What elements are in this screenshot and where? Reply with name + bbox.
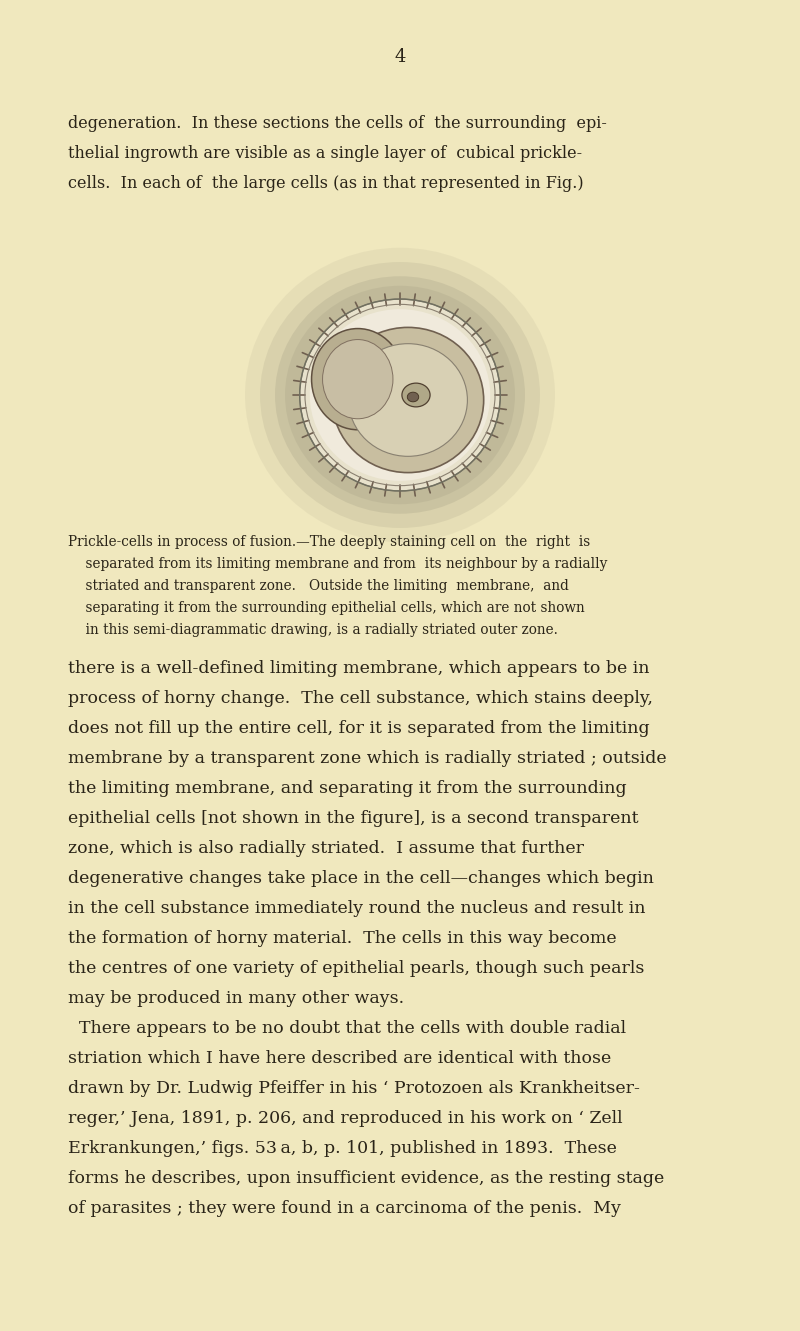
Text: epithelial cells [not shown in the figure], is a second transparent: epithelial cells [not shown in the figur… [68,811,638,827]
Text: the centres of one variety of epithelial pearls, though such pearls: the centres of one variety of epithelial… [68,960,644,977]
Text: separated from its limiting membrane and from  its neighbour by a radially: separated from its limiting membrane and… [68,556,607,571]
Text: zone, which is also radially striated.  I assume that further: zone, which is also radially striated. I… [68,840,584,857]
Ellipse shape [402,383,430,407]
Ellipse shape [260,262,540,528]
Text: 4: 4 [394,48,406,67]
Text: may be produced in many other ways.: may be produced in many other ways. [68,990,404,1008]
Text: in the cell substance immediately round the nucleus and result in: in the cell substance immediately round … [68,900,646,917]
Ellipse shape [300,299,500,491]
Text: the limiting membrane, and separating it from the surrounding: the limiting membrane, and separating it… [68,780,626,797]
Text: thelial ingrowth are visible as a single layer of  cubical prickle-: thelial ingrowth are visible as a single… [68,145,582,162]
Text: drawn by Dr. Ludwig Pfeiffer in his ‘ Protozoen als Krankheitser-: drawn by Dr. Ludwig Pfeiffer in his ‘ Pr… [68,1079,640,1097]
Text: separating it from the surrounding epithelial cells, which are not shown: separating it from the surrounding epith… [68,602,585,615]
Text: membrane by a transparent zone which is radially striated ; outside: membrane by a transparent zone which is … [68,749,666,767]
Ellipse shape [322,339,393,419]
Text: of parasites ; they were found in a carcinoma of the penis.  My: of parasites ; they were found in a carc… [68,1201,621,1217]
Text: cells.  In each of  the large cells (as in that represented in Fig.): cells. In each of the large cells (as in… [68,174,584,192]
Ellipse shape [310,309,490,480]
Ellipse shape [407,393,418,402]
Text: in this semi-diagrammatic drawing, is a radially striated outer zone.: in this semi-diagrammatic drawing, is a … [68,623,558,638]
Ellipse shape [285,286,515,504]
Text: degeneration.  In these sections the cells of  the surrounding  epi-: degeneration. In these sections the cell… [68,114,607,132]
Text: striation which I have here described are identical with those: striation which I have here described ar… [68,1050,611,1067]
Text: reger,’ Jena, 1891, p. 206, and reproduced in his work on ‘ Zell: reger,’ Jena, 1891, p. 206, and reproduc… [68,1110,622,1127]
Ellipse shape [349,343,467,457]
Text: process of horny change.  The cell substance, which stains deeply,: process of horny change. The cell substa… [68,689,653,707]
Text: degenerative changes take place in the cell—changes which begin: degenerative changes take place in the c… [68,870,654,886]
Text: Prickle-cells in process of fusion.—The deeply staining cell on  the  right  is: Prickle-cells in process of fusion.—The … [68,535,590,548]
Ellipse shape [275,277,525,514]
Ellipse shape [311,329,404,430]
Text: Erkrankungen,’ figs. 53 a, b, p. 101, published in 1893.  These: Erkrankungen,’ figs. 53 a, b, p. 101, pu… [68,1139,617,1157]
Text: there is a well-defined limiting membrane, which appears to be in: there is a well-defined limiting membran… [68,660,650,677]
Text: the formation of horny material.  The cells in this way become: the formation of horny material. The cel… [68,930,617,946]
Ellipse shape [332,327,484,473]
Text: striated and transparent zone.   Outside the limiting  membrane,  and: striated and transparent zone. Outside t… [68,579,569,594]
Text: forms he describes, upon insufficient evidence, as the resting stage: forms he describes, upon insufficient ev… [68,1170,664,1187]
Text: does not fill up the entire cell, for it is separated from the limiting: does not fill up the entire cell, for it… [68,720,650,737]
Ellipse shape [245,248,555,542]
Text: There appears to be no doubt that the cells with double radial: There appears to be no doubt that the ce… [68,1020,626,1037]
